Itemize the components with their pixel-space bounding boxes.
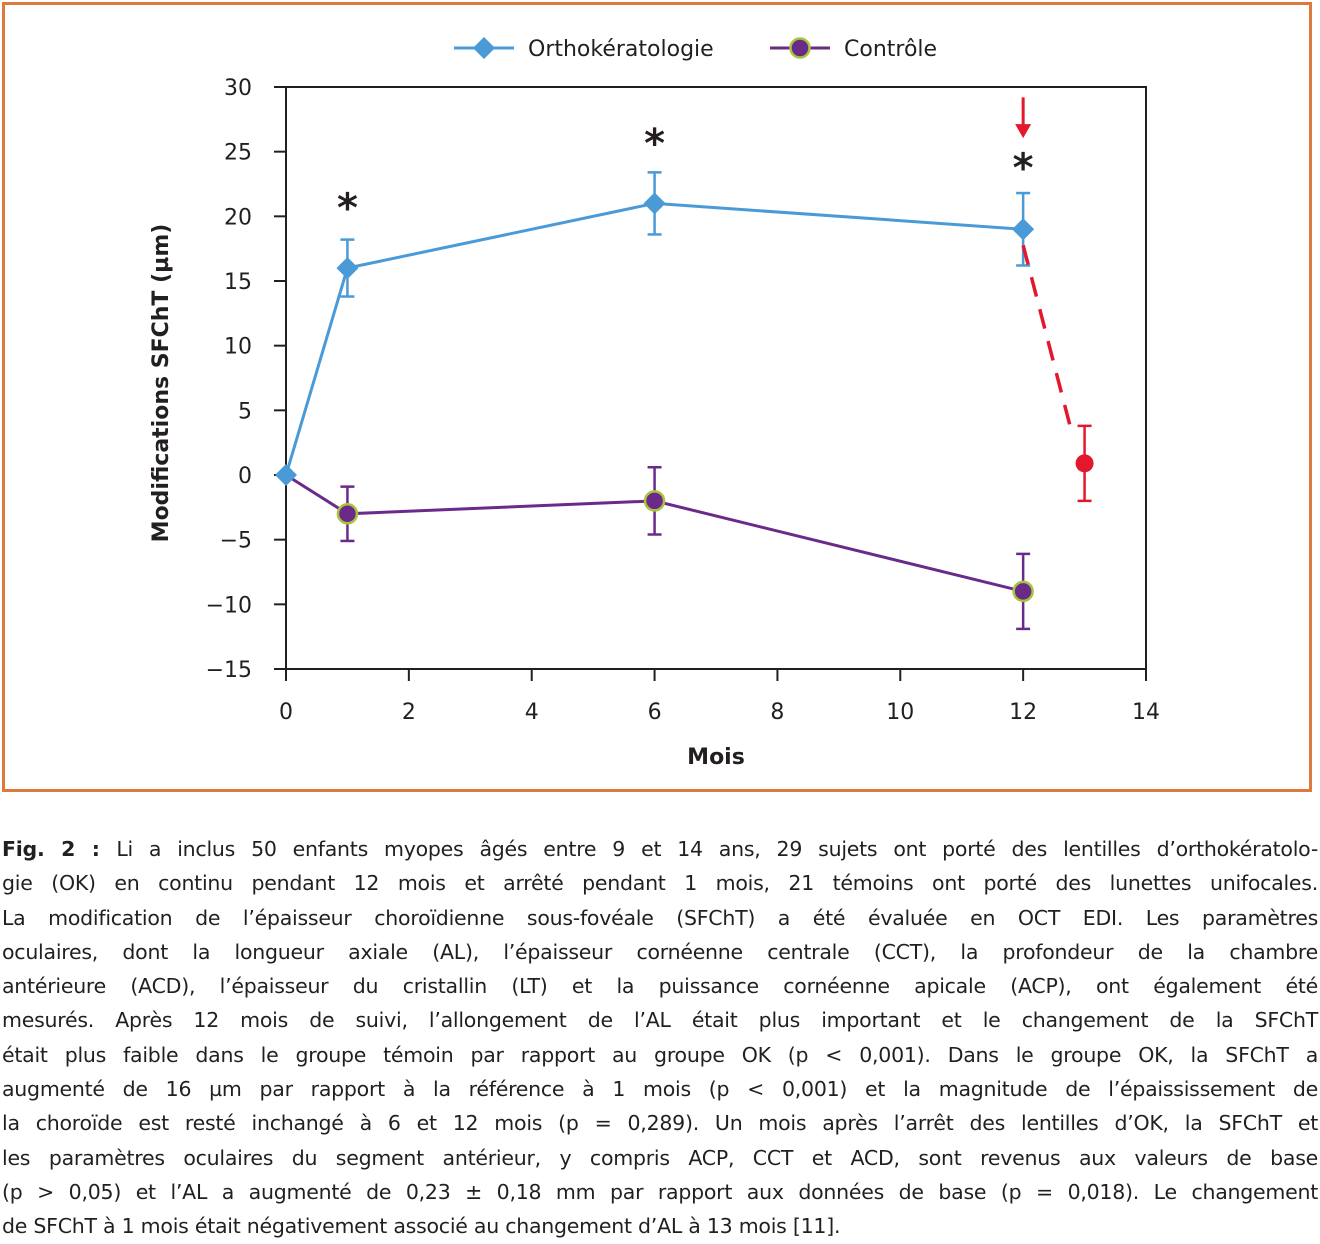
caption-line: gie (OK) en continu pendant 12 mois et a… bbox=[2, 866, 1318, 900]
y-axis-title: Modifications SFChT (µm) bbox=[149, 224, 174, 543]
caption-line-text: était plus faible dans le groupe témoin … bbox=[2, 1042, 1318, 1067]
x-tick-label: 12 bbox=[1009, 700, 1037, 725]
x-tick-label: 0 bbox=[279, 700, 293, 725]
ok-point bbox=[1012, 218, 1035, 241]
caption-line-text: augmenté de 16 µm par rapport à la référ… bbox=[2, 1077, 1318, 1102]
caption-line-text: (p > 0,05) et l’AL a augmenté de 0,23 ± … bbox=[2, 1179, 1318, 1204]
plot-area-border bbox=[285, 86, 1147, 670]
discontinuation-point bbox=[1075, 454, 1094, 473]
caption-line-text: la choroïde est resté inchangé à 6 et 12… bbox=[2, 1111, 1318, 1136]
caption-line-text: de SFChT à 1 mois était négativement ass… bbox=[2, 1214, 841, 1239]
arrow-head bbox=[1015, 124, 1032, 139]
caption-line: (p > 0,05) et l’AL a augmenté de 0,23 ± … bbox=[2, 1175, 1318, 1209]
legend-marker-control bbox=[789, 37, 811, 59]
caption-line: la choroïde est resté inchangé à 6 et 12… bbox=[2, 1106, 1318, 1140]
caption-line: Fig. 2 : Li a inclus 50 enfants myopes â… bbox=[2, 832, 1318, 866]
caption-line: les paramètres oculaires du segment anté… bbox=[2, 1141, 1318, 1175]
caption-line: était plus faible dans le groupe témoin … bbox=[2, 1038, 1318, 1072]
y-tick-label: −5 bbox=[220, 529, 252, 554]
ticks: 30 25 20 15 10 5 0 −5 −10 −15 0 2 4 6 8 10 12 14 bbox=[206, 76, 1160, 725]
y-tick-label: 10 bbox=[224, 335, 252, 360]
significance-asterisk: * bbox=[1013, 145, 1034, 191]
x-axis-title: Mois bbox=[687, 745, 745, 770]
caption-line: oculaires, dont la longueur axiale (AL),… bbox=[2, 935, 1318, 969]
caption-line-text: La modification de l’épaisseur choroïdie… bbox=[2, 905, 1318, 930]
caption-line-text: mesurés. Après 12 mois de suivi, l’allon… bbox=[2, 1008, 1318, 1033]
caption-line-text: antérieure (ACD), l’épaisseur du cristal… bbox=[2, 974, 1318, 999]
caption-line-text: les paramètres oculaires du segment anté… bbox=[2, 1145, 1318, 1170]
y-tick-label: 5 bbox=[238, 399, 252, 424]
y-tick-label: 25 bbox=[224, 141, 252, 166]
x-tick-label: 2 bbox=[402, 700, 416, 725]
ok-point bbox=[643, 192, 666, 215]
x-tick-label: 10 bbox=[886, 700, 914, 725]
caption-line-text: oculaires, dont la longueur axiale (AL),… bbox=[2, 939, 1318, 964]
caption-line: antérieure (ACD), l’épaisseur du cristal… bbox=[2, 969, 1318, 1003]
control-point bbox=[1012, 580, 1034, 603]
caption-line-text: gie (OK) en continu pendant 12 mois et a… bbox=[2, 871, 1318, 896]
control-series-line bbox=[285, 473, 1024, 593]
y-tick-label: 30 bbox=[224, 76, 252, 101]
series-layer bbox=[275, 171, 1094, 631]
legend: Orthokératologie Contrôle bbox=[454, 37, 937, 62]
figure-frame: 30 25 20 15 10 5 0 −5 −10 −15 0 2 4 6 8 10 12 14 * * * Orth… bbox=[2, 2, 1312, 792]
y-tick-label: 15 bbox=[224, 270, 252, 295]
caption-figure-label: Fig. 2 : bbox=[2, 837, 117, 861]
legend-marker-ok bbox=[473, 37, 495, 59]
y-tick-label: 20 bbox=[224, 205, 252, 230]
y-tick-label: 0 bbox=[238, 464, 252, 489]
caption-line: augmenté de 16 µm par rapport à la référ… bbox=[2, 1072, 1318, 1106]
x-tick-label: 14 bbox=[1132, 700, 1160, 725]
caption-line-text: Li a inclus 50 enfants myopes âgés entre… bbox=[116, 837, 1318, 861]
ok-series-line bbox=[284, 201, 1024, 476]
y-tick-label: −10 bbox=[206, 593, 252, 618]
ok-point bbox=[275, 464, 297, 486]
x-tick-label: 6 bbox=[648, 700, 662, 725]
legend-label-ok: Orthokératologie bbox=[528, 37, 714, 62]
significance-asterisk: * bbox=[337, 186, 358, 232]
discontinuation-dashed-line bbox=[1021, 244, 1073, 429]
x-tick-label: 4 bbox=[525, 700, 539, 725]
x-tick-label: 8 bbox=[770, 700, 784, 725]
caption-line: de SFChT à 1 mois était négativement ass… bbox=[2, 1209, 1318, 1243]
chart: 30 25 20 15 10 5 0 −5 −10 −15 0 2 4 6 8 10 12 14 * * * Orth… bbox=[149, 37, 1160, 770]
caption-line: La modification de l’épaisseur choroïdie… bbox=[2, 901, 1318, 935]
caption-line: mesurés. Après 12 mois de suivi, l’allon… bbox=[2, 1003, 1318, 1037]
significance-asterisk: * bbox=[644, 121, 665, 167]
axes bbox=[285, 86, 1147, 670]
annotations: * * * bbox=[337, 97, 1034, 232]
ok-point bbox=[336, 257, 359, 280]
figure-caption: Fig. 2 : Li a inclus 50 enfants myopes â… bbox=[2, 832, 1318, 1244]
legend-label-control: Contrôle bbox=[844, 37, 937, 62]
control-point bbox=[643, 490, 666, 512]
y-tick-label: −15 bbox=[206, 658, 252, 683]
control-point bbox=[336, 503, 359, 525]
